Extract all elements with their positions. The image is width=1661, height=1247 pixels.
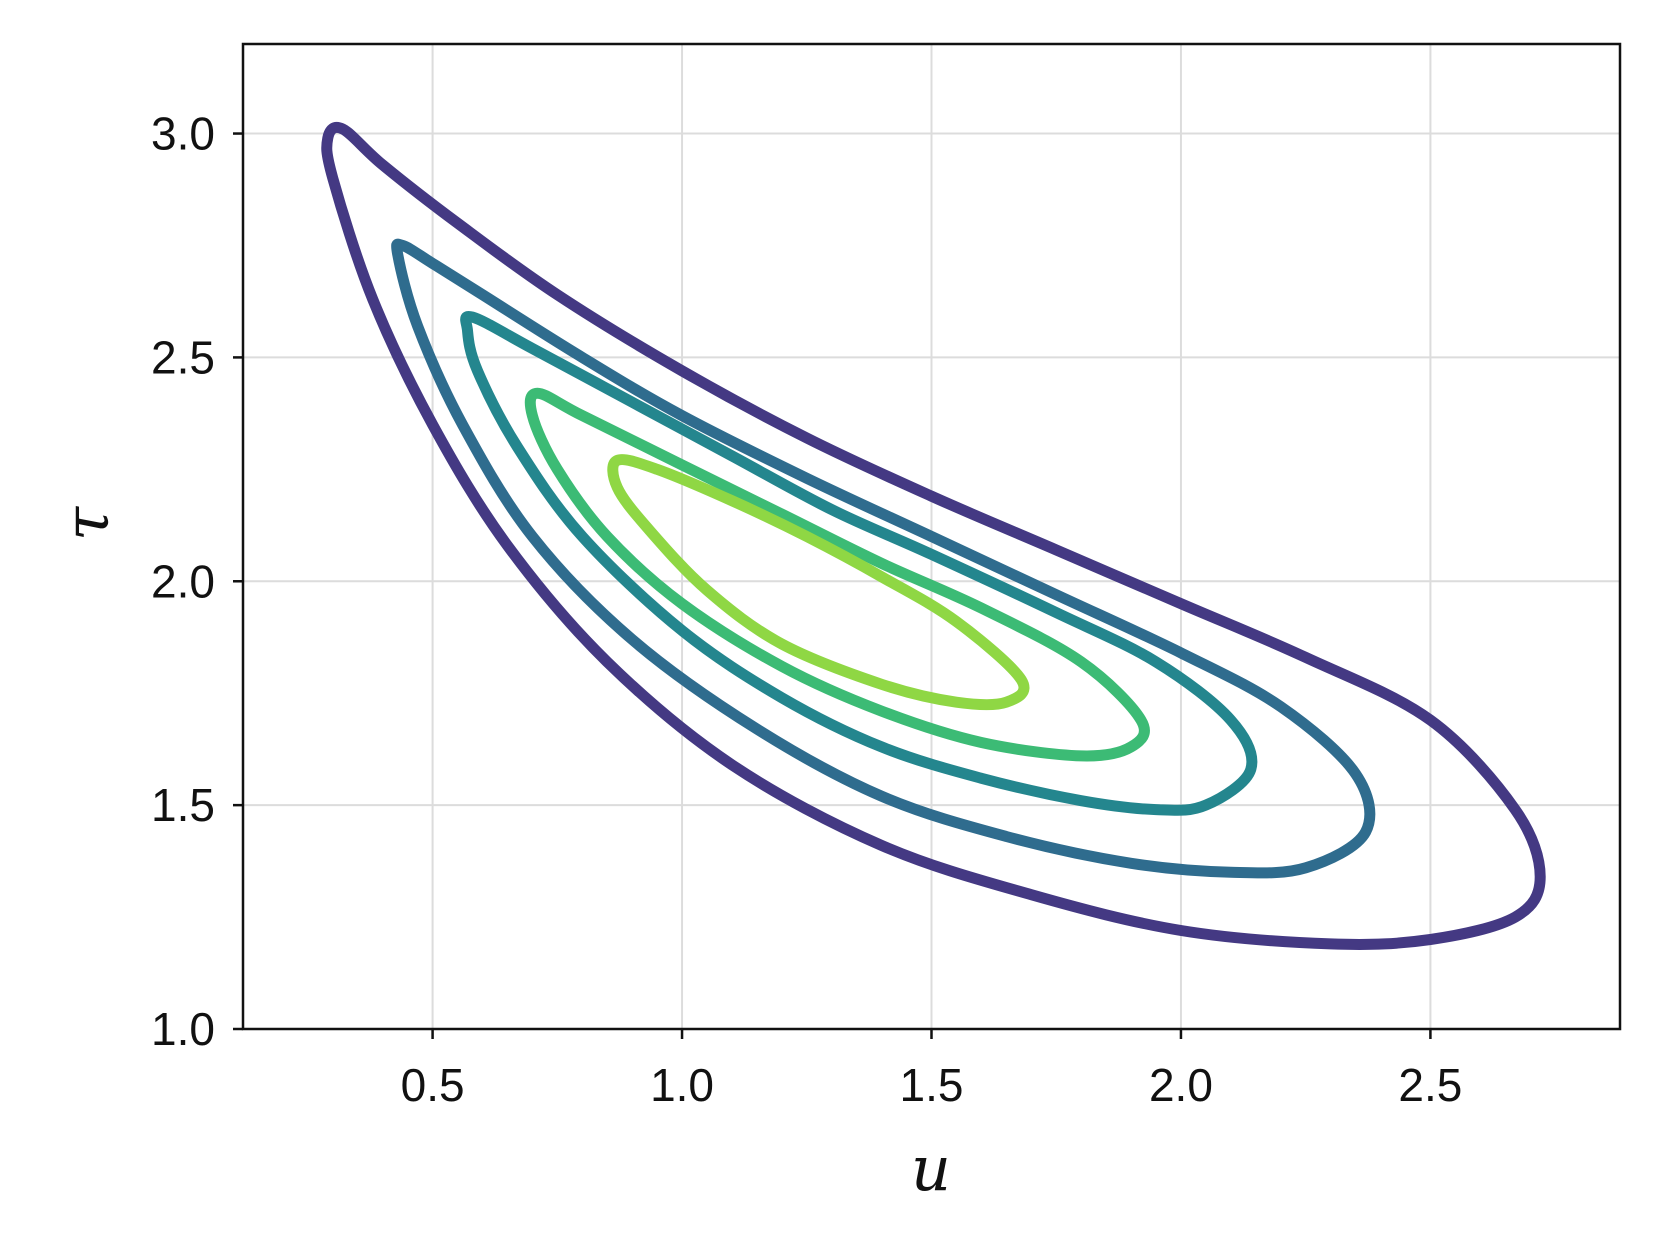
ticks: 0.5 1.0 1.5 2.0 2.5 1.0 1.5 2.0 2.5 3.0 xyxy=(151,108,1462,1111)
x-tick-label: 1.0 xyxy=(650,1059,714,1111)
x-tick-label: 2.5 xyxy=(1398,1059,1462,1111)
x-axis-label: u xyxy=(911,1132,951,1205)
contour-line-5 xyxy=(607,454,1030,711)
y-tick-label: 2.0 xyxy=(151,555,215,607)
x-tick-label: 0.5 xyxy=(401,1059,465,1111)
y-tick-label: 1.5 xyxy=(151,779,215,831)
y-axis-label: τ xyxy=(50,505,123,541)
contour-lines xyxy=(321,121,1546,950)
contour-line-1 xyxy=(321,121,1546,950)
contour-line-3 xyxy=(460,310,1258,816)
x-tick-label: 1.5 xyxy=(900,1059,964,1111)
y-tick-label: 3.0 xyxy=(151,108,215,160)
y-tick-label: 2.5 xyxy=(151,331,215,383)
y-tick-label: 1.0 xyxy=(151,1003,215,1055)
contour-line-4 xyxy=(524,387,1150,762)
contour-line-2 xyxy=(391,238,1376,879)
x-tick-label: 2.0 xyxy=(1149,1059,1213,1111)
